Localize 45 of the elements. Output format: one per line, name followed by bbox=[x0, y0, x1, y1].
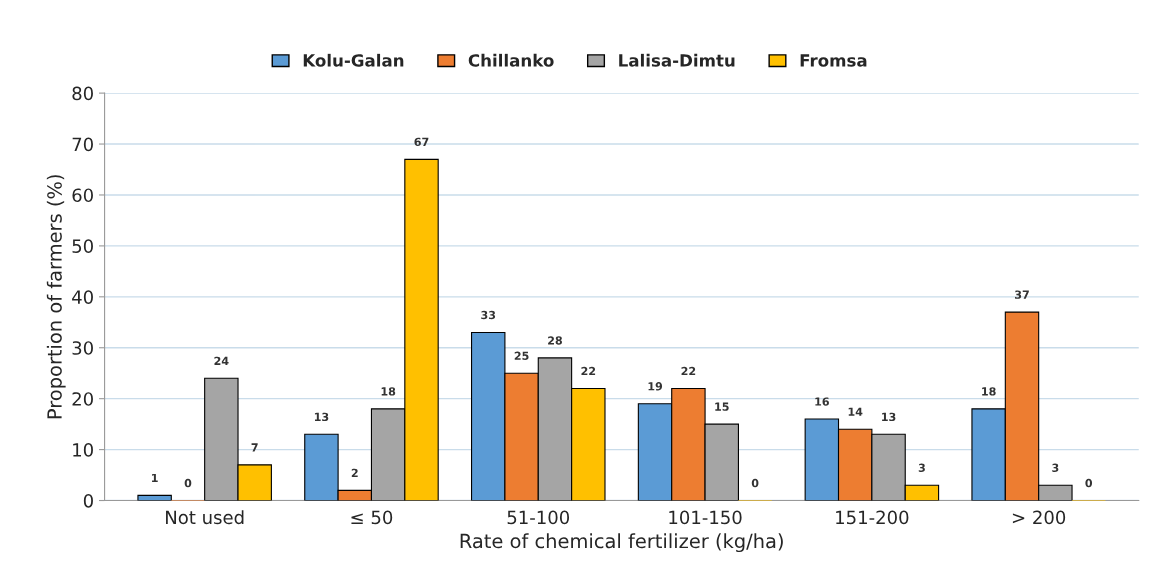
x-tick-label: 101-150 bbox=[669, 510, 742, 525]
y-tick-label: 0 bbox=[83, 493, 93, 508]
data-label: 24 bbox=[214, 356, 229, 365]
y-tick-label: 30 bbox=[72, 341, 93, 355]
x-axis-title: Rate of chemical fertilizer (kg/ha) bbox=[460, 533, 783, 553]
data-label: 33 bbox=[481, 310, 496, 320]
data-label: 67 bbox=[414, 137, 429, 147]
data-label: 1 bbox=[152, 473, 158, 483]
legend-label: Kolu-Galan bbox=[303, 53, 404, 67]
data-label: 16 bbox=[815, 397, 829, 406]
y-tick-label: 10 bbox=[73, 443, 93, 457]
x-tick-label: ≤ 50 bbox=[351, 510, 393, 525]
data-label: 0 bbox=[184, 478, 192, 488]
data-label: 19 bbox=[648, 382, 663, 391]
data-label: 15 bbox=[715, 402, 729, 411]
x-tick-label: 51-100 bbox=[507, 510, 570, 525]
data-label: 22 bbox=[681, 366, 696, 376]
data-label: 37 bbox=[1015, 290, 1029, 299]
x-tick-label: Not used bbox=[166, 510, 244, 525]
data-label: 13 bbox=[314, 412, 329, 422]
data-label: 18 bbox=[982, 387, 996, 396]
y-tick-label: 50 bbox=[72, 239, 93, 254]
legend-label: Lalisa-Dimtu bbox=[619, 53, 735, 67]
legend-label: Chillanko bbox=[468, 53, 554, 67]
data-label: 22 bbox=[581, 366, 596, 376]
y-tick-label: 70 bbox=[72, 137, 93, 152]
data-label: 0 bbox=[1085, 478, 1093, 488]
data-label: 28 bbox=[548, 336, 562, 345]
y-tick-label: 60 bbox=[72, 188, 93, 203]
data-label: 0 bbox=[751, 478, 759, 488]
y-axis-title: Proportion of farmers (%) bbox=[46, 175, 66, 419]
x-tick-label: > 200 bbox=[1012, 510, 1066, 525]
data-label: 18 bbox=[381, 387, 396, 396]
data-label: 7 bbox=[251, 443, 258, 452]
data-label: 14 bbox=[848, 407, 863, 416]
x-tick-label: 151-200 bbox=[836, 510, 909, 525]
data-label: 13 bbox=[882, 412, 896, 422]
data-label: 25 bbox=[514, 351, 529, 360]
legend-label: Fromsa bbox=[800, 54, 867, 67]
y-tick-label: 20 bbox=[72, 392, 93, 406]
y-tick-label: 80 bbox=[72, 86, 93, 101]
data-label: 3 bbox=[918, 463, 925, 472]
data-label: 3 bbox=[1052, 463, 1059, 472]
data-label: 2 bbox=[351, 468, 358, 477]
y-tick-label: 40 bbox=[72, 290, 93, 304]
